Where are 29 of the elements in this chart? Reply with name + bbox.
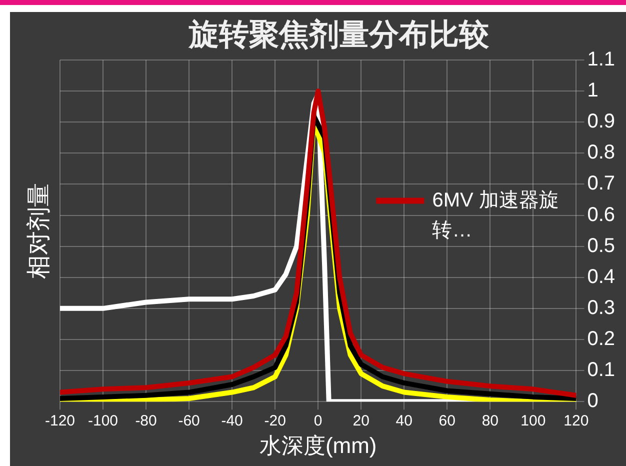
x-tick-label: 20 bbox=[352, 412, 370, 430]
x-tick-label: 120 bbox=[564, 412, 589, 430]
y-tick-label: 1 bbox=[587, 80, 598, 102]
y-tick-label: 1.1 bbox=[587, 48, 616, 71]
x-tick-label: -60 bbox=[178, 412, 200, 430]
y-axis-title: 相对剂量 bbox=[26, 182, 53, 279]
y-tick-label: 0.4 bbox=[587, 266, 616, 288]
x-tick-label: 100 bbox=[520, 412, 546, 430]
x-tick-label: -120 bbox=[44, 412, 76, 430]
y-tick-label: 0.3 bbox=[587, 296, 616, 319]
y-tick-label: 0.9 bbox=[587, 110, 616, 133]
x-tick-label: -80 bbox=[135, 412, 157, 430]
y-tick-label: 0.8 bbox=[587, 142, 616, 164]
x-tick-label: -40 bbox=[221, 412, 243, 430]
legend-label: 6MV 加速器旋转… bbox=[432, 189, 559, 242]
x-tick-label: 40 bbox=[396, 412, 412, 430]
y-tick-label: 0.6 bbox=[587, 204, 616, 226]
chart-title: 旋转聚焦剂量分布比较 bbox=[188, 17, 490, 52]
x-tick-label: -20 bbox=[264, 412, 286, 430]
x-tick-label: -100 bbox=[88, 412, 118, 430]
x-tick-label: 60 bbox=[438, 412, 456, 430]
x-axis-title: 水深度(mm) bbox=[259, 432, 377, 458]
y-tick-label: 0 bbox=[587, 390, 598, 412]
y-tick-label: 0.2 bbox=[587, 328, 616, 350]
x-tick-label: 0 bbox=[314, 412, 322, 430]
x-tick-label: 80 bbox=[482, 412, 499, 430]
y-tick-label: 0.5 bbox=[587, 234, 616, 257]
y-tick-label: 0.1 bbox=[587, 359, 616, 382]
y-tick-label: 0.7 bbox=[587, 172, 616, 195]
